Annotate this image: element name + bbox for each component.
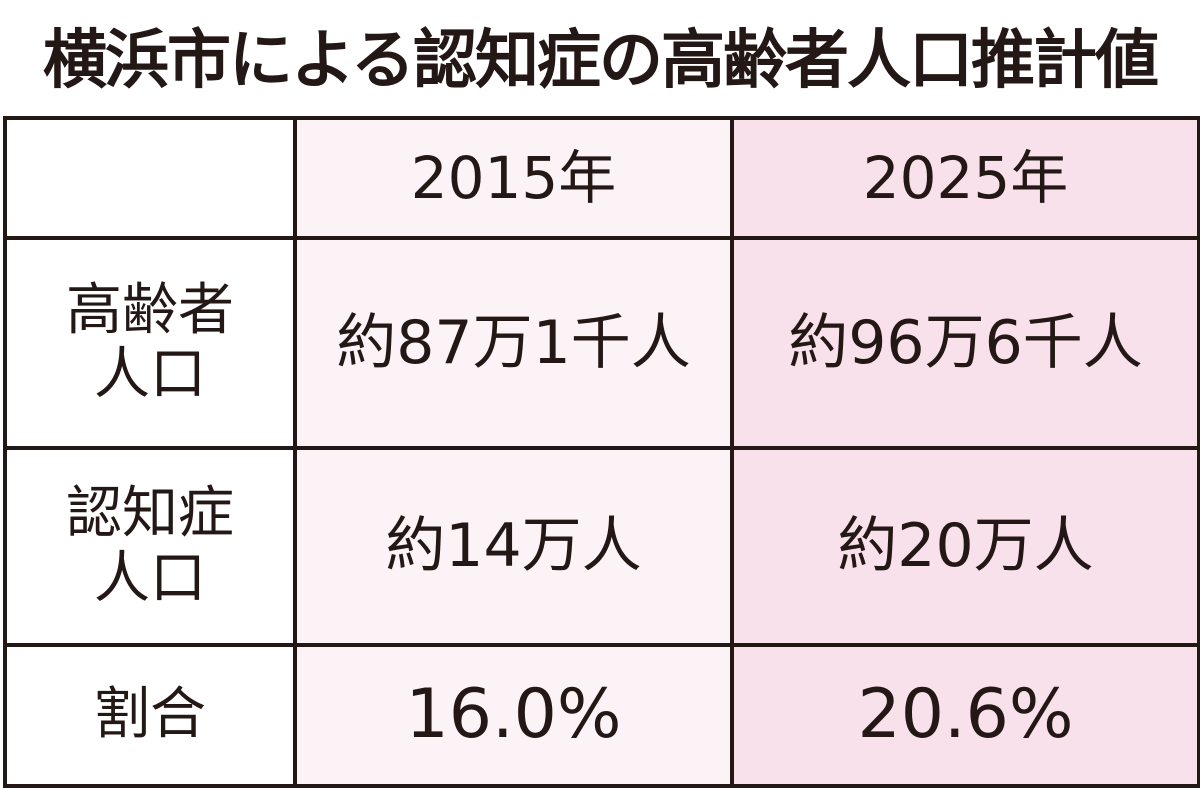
row-label-ratio: 割合 [3, 643, 297, 788]
row-label-line: 人口 [94, 342, 206, 407]
data-table: 2015年 2025年 高齢者 人口 約87万1千人 約96万6千人 認知症人口… [3, 116, 1200, 788]
row-label: 認知症人口 [65, 481, 234, 611]
cell-dementia-2025: 約20万人 [730, 446, 1200, 647]
table-row: 認知症人口 約14万人 約20万人 [3, 446, 1200, 647]
header-empty-cell [3, 116, 297, 240]
table-row: 高齢者 人口 約87万1千人 約96万6千人 [3, 236, 1200, 450]
header-row: 2015年 2025年 [3, 116, 1200, 240]
cell-elderly-2015: 約87万1千人 [293, 236, 734, 450]
table-title: 横浜市による認知症の高齢者人口推計値 [42, 24, 1159, 98]
cell-ratio-2015: 16.0% [293, 643, 734, 788]
row-label-elderly-population: 高齢者 人口 [3, 236, 297, 450]
row-label-line: 高齢者 [66, 277, 234, 343]
header-2025: 2025年 [730, 116, 1200, 240]
header-2015: 2015年 [293, 116, 734, 240]
table-row: 割合 16.0% 20.6% [3, 643, 1200, 788]
cell-elderly-2025: 約96万6千人 [730, 236, 1200, 450]
cell-ratio-2025: 20.6% [730, 643, 1200, 788]
cell-dementia-2015: 約14万人 [293, 446, 734, 647]
row-label-dementia-population: 認知症人口 [3, 446, 297, 647]
